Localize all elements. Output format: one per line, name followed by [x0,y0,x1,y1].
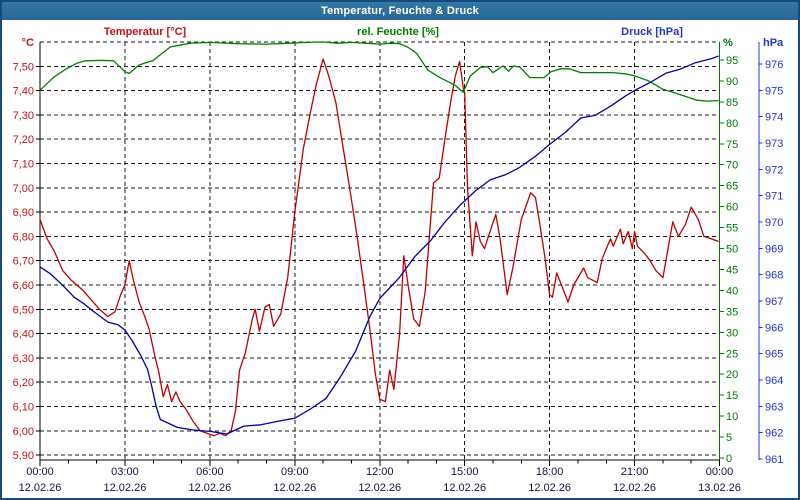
pressure-tick-label: 961 [765,454,783,466]
pressure-tick-label: 970 [765,217,783,229]
pressure-tick-label: 976 [765,59,783,71]
humidity-tick-label: 75 [726,139,738,151]
humidity-tick-label: 65 [726,181,738,193]
time-tick-label: 09:00 [281,466,309,478]
pressure-unit-label: hPa [763,37,784,49]
time-tick-label: 15:00 [451,466,479,478]
humidity-tick-label: 15 [726,390,738,402]
humidity-tick-label: 30 [726,327,738,339]
pressure-tick-label: 968 [765,270,783,282]
temperature-unit-label: °C [21,37,34,49]
temperature-tick-label: 7,50 [13,61,34,73]
pressure-series-line [39,55,719,435]
date-tick-label: 12.02.26 [613,482,656,494]
temperature-tick-label: 7,30 [13,110,34,122]
temperature-tick-label: 6,10 [13,402,34,414]
temperature-tick-label: 5,90 [13,450,34,462]
temperature-tick-label: 6,80 [13,231,34,243]
humidity-axis-title: rel. Feuchte [%] [357,26,439,38]
time-tick-label: 00:00 [706,466,734,478]
pressure-tick-label: 965 [765,349,783,361]
pressure-tick-label: 962 [765,428,783,440]
time-tick-label: 21:00 [621,466,649,478]
date-tick-label: 12.02.26 [273,482,316,494]
humidity-tick-label: 40 [726,285,738,297]
temperature-tick-label: 6,70 [13,256,34,268]
date-tick-label: 12.02.26 [188,482,231,494]
humidity-tick-label: 20 [726,369,738,381]
temperature-tick-label: 6,50 [13,304,34,316]
time-tick-label: 18:00 [536,466,564,478]
humidity-tick-label: 45 [726,264,738,276]
temperature-tick-label: 7,40 [13,86,34,98]
humidity-tick-label: 95 [726,55,738,67]
pressure-tick-label: 966 [765,322,783,334]
humidity-tick-label: 85 [726,97,738,109]
pressure-tick-label: 972 [765,164,783,176]
title-bar[interactable]: Temperatur, Feuchte & Druck [2,2,798,20]
temperature-tick-label: 7,00 [13,183,34,195]
temperature-tick-label: 6,40 [13,329,34,341]
date-tick-label: 12.02.26 [104,482,147,494]
temperature-tick-label: 6,60 [13,280,34,292]
date-tick-label: 13.02.26 [698,482,741,494]
pressure-tick-label: 964 [765,375,783,387]
temperature-tick-label: 7,10 [13,159,34,171]
humidity-tick-label: 50 [726,244,738,256]
pressure-tick-label: 975 [765,85,783,97]
humidity-tick-label: 0 [726,453,732,465]
humidity-tick-label: 90 [726,76,738,88]
humidity-tick-label: 25 [726,348,738,360]
humidity-series-line [39,41,719,102]
date-tick-label: 12.02.26 [443,482,486,494]
humidity-unit-label: % [723,37,733,49]
humidity-tick-label: 70 [726,160,738,172]
humidity-tick-label: 35 [726,306,738,318]
pressure-tick-label: 967 [765,296,783,308]
temperature-tick-label: 6,00 [13,426,34,438]
humidity-tick-label: 80 [726,118,738,130]
temperature-tick-label: 7,20 [13,134,34,146]
humidity-tick-label: 55 [726,223,738,235]
time-tick-label: 00:00 [26,466,54,478]
pressure-tick-label: 969 [765,243,783,255]
humidity-tick-label: 5 [726,432,732,444]
temperature-tick-label: 6,90 [13,207,34,219]
humidity-tick-label: 60 [726,202,738,214]
temperature-series-line [39,58,719,437]
pressure-tick-label: 974 [765,112,783,124]
humidity-tick-label: 10 [726,411,738,423]
temperature-tick-label: 6,30 [13,353,34,365]
time-tick-label: 03:00 [111,466,139,478]
date-tick-label: 12.02.26 [528,482,571,494]
temperature-axis-title: Temperatur [°C] [103,26,187,38]
pressure-tick-label: 973 [765,138,783,150]
pressure-tick-label: 963 [765,401,783,413]
time-tick-label: 06:00 [196,466,224,478]
temperature-tick-label: 6,20 [13,377,34,389]
window-title: Temperatur, Feuchte & Druck [320,5,479,17]
date-tick-label: 12.02.26 [19,482,62,494]
date-tick-label: 12.02.26 [358,482,401,494]
pressure-axis-title: Druck [hPa] [621,26,683,38]
time-tick-label: 12:00 [366,466,394,478]
pressure-tick-label: 971 [765,191,783,203]
